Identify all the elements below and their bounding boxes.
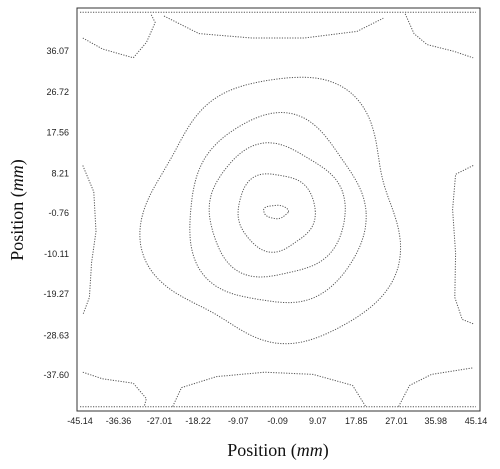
contour-line-2 [237, 173, 316, 253]
x-tick-label: 9.07 [309, 416, 327, 426]
y-tick-label: -28.63 [43, 330, 69, 340]
edge-contour-line-1 [82, 13, 156, 59]
x-tick-label: -36.36 [106, 416, 132, 426]
y-tick-label: 17.56 [46, 127, 69, 137]
y-axis-label: Position (mm) [7, 159, 28, 261]
edge-contour-line-5 [172, 371, 367, 407]
x-tick-label: 45.14 [465, 416, 488, 426]
contour-line-4 [189, 111, 367, 304]
contour-line-1 [263, 204, 289, 220]
y-tick-label: -0.76 [48, 208, 69, 218]
y-tick-labels: 36.07 26.72 17.56 8.21 -0.76 -10.11 -19.27 -28.… [43, 46, 69, 380]
x-tick-label: -18.22 [185, 416, 211, 426]
x-tick-label: -45.14 [67, 416, 93, 426]
x-axis-label-unit: mm [297, 440, 323, 460]
y-axis-label-text: Position [7, 202, 27, 261]
y-tick-label: 8.21 [51, 168, 69, 178]
y-tick-label: -19.27 [43, 289, 69, 299]
contour-layer [80, 11, 476, 408]
y-axis-label-unit: mm [7, 165, 27, 191]
x-tick-label: -27.01 [147, 416, 173, 426]
y-tick-label: -37.60 [43, 370, 69, 380]
x-tick-labels: -45.14 -36.36 -27.01 -18.22 -9.07 -0.09 9.07 17… [67, 416, 487, 426]
edge-contour-line-8 [82, 165, 97, 316]
y-tick-label: 36.07 [46, 46, 69, 56]
plot-frame [76, 7, 481, 412]
x-axis-label: Position (mm) [227, 440, 329, 461]
x-axis-label-text: Position [227, 440, 286, 460]
y-tick-label: -10.11 [44, 249, 69, 259]
x-tick-label: 17.85 [345, 416, 368, 426]
edge-contour-line-7 [452, 165, 474, 325]
x-tick-label: 35.98 [425, 416, 448, 426]
x-tick-label: -9.07 [228, 416, 249, 426]
contour-line-3 [208, 142, 346, 278]
x-tick-label: 27.01 [385, 416, 408, 426]
y-tick-label: 26.72 [46, 87, 69, 97]
x-tick-label: -0.09 [267, 416, 288, 426]
edge-contour-line-3 [404, 13, 474, 59]
edge-contour-line-4 [82, 371, 147, 407]
